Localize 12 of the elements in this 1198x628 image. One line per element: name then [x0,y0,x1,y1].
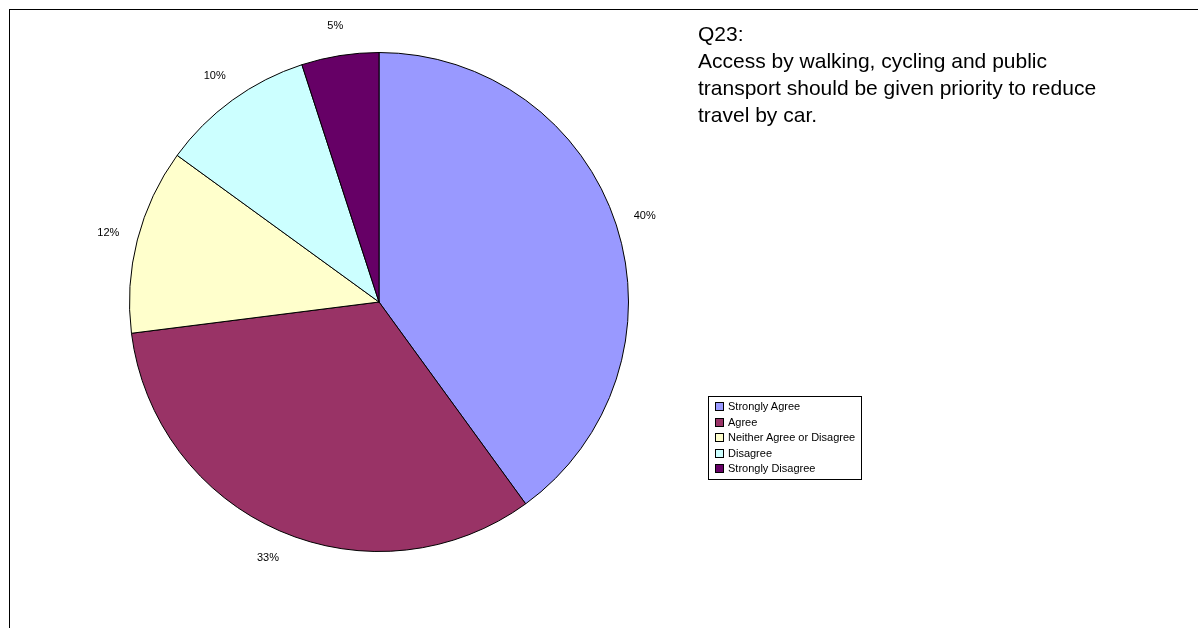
chart-title: Q23: [698,21,745,47]
data-label: 10% [203,68,226,81]
legend-label: Strongly Disagree [728,461,816,476]
data-label: 40% [633,208,656,221]
data-label: 5% [327,19,344,32]
data-label: 12% [97,225,120,238]
legend-label: Strongly Agree [728,399,801,414]
legend-label: Disagree [728,445,773,461]
legend-label: Neither Agree or Disagree [728,430,856,445]
text: Access by walking, cycling and public transport should be given priority to reduce travel by car. [698,48,1098,128]
legend-label: Agree [728,414,758,430]
data-label: 33% [257,551,280,564]
